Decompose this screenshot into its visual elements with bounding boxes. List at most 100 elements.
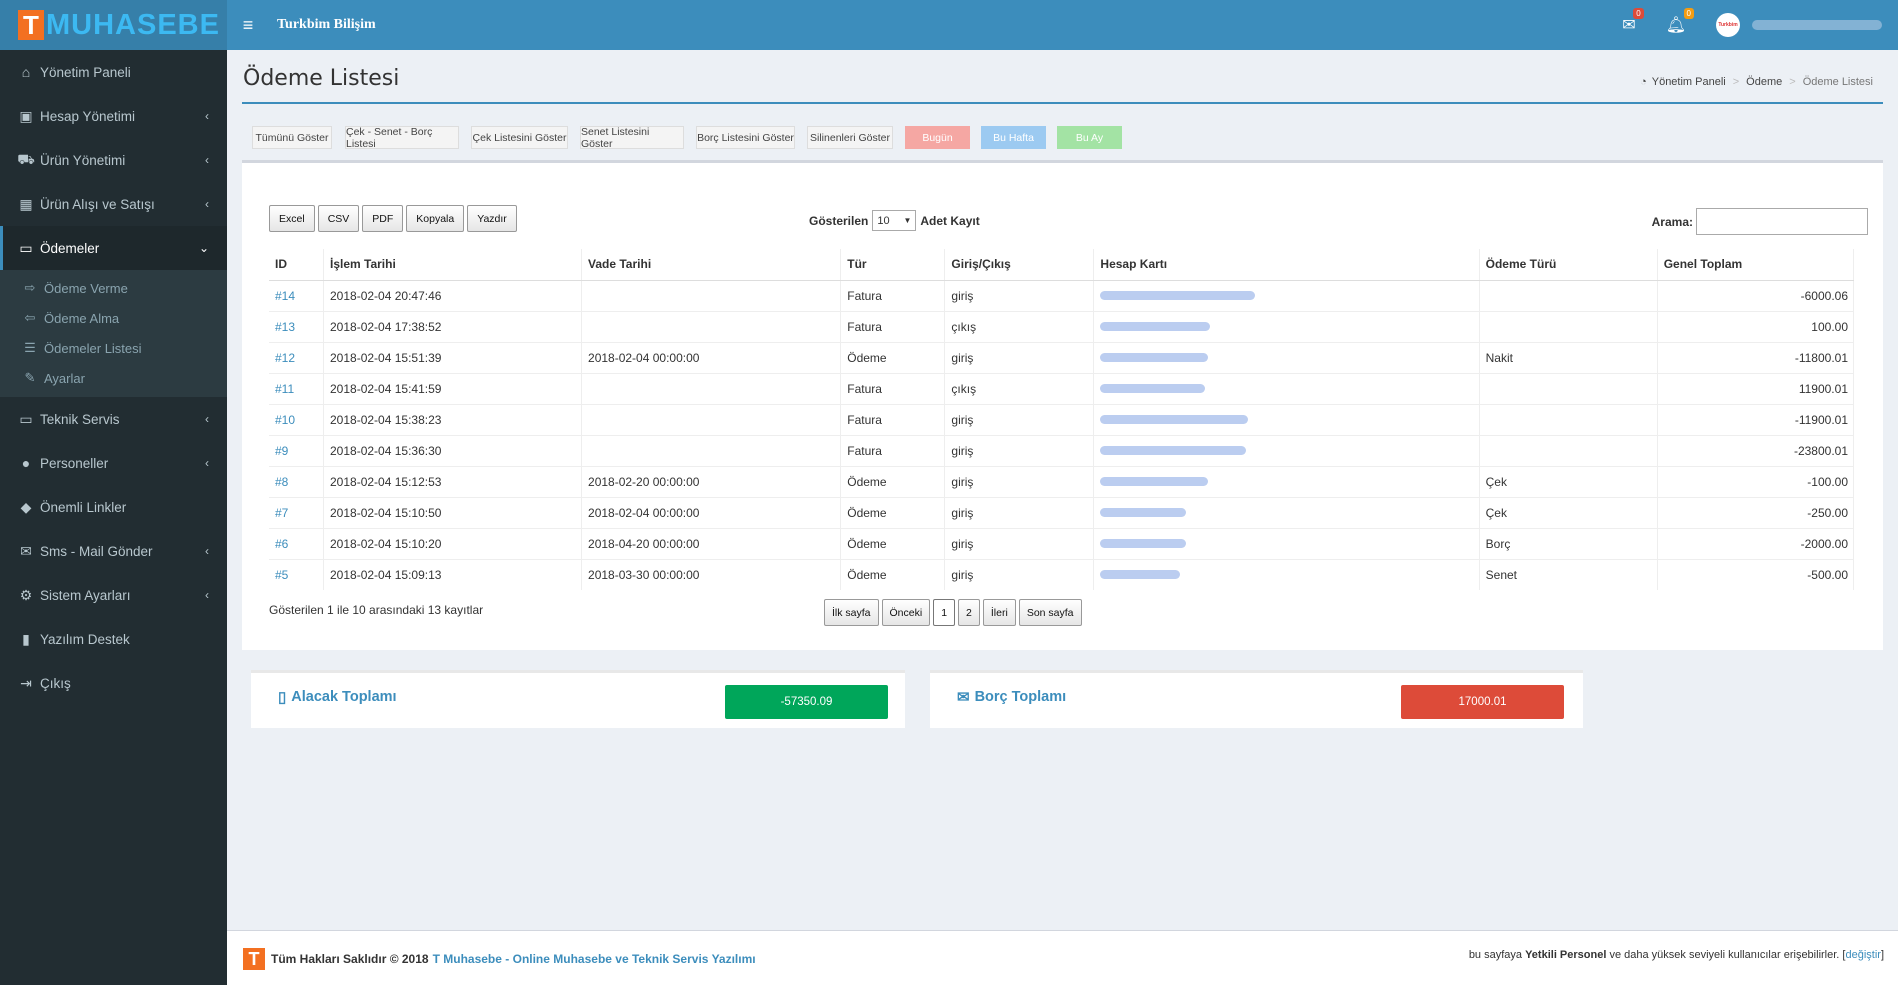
column-header[interactable]: Tür bbox=[840, 249, 946, 281]
prev-page-button[interactable]: Önceki bbox=[881, 599, 931, 626]
table-row[interactable]: #5 2018-02-04 15:09:13 2018-03-30 00:00:00… bbox=[269, 558, 1855, 590]
breadcrumb-home[interactable]: Yönetim Paneli bbox=[1651, 76, 1726, 88]
genel-toplam-cell: -250.00 bbox=[1657, 496, 1855, 528]
csv-button[interactable]: CSV bbox=[317, 205, 360, 232]
filter-all-button[interactable]: Tümünü Göster bbox=[252, 126, 332, 149]
hamburger-menu-icon[interactable]: ≡ bbox=[242, 14, 254, 35]
first-page-button[interactable]: İlk sayfa bbox=[824, 599, 879, 626]
submenu-label: Ödeme Verme bbox=[44, 280, 128, 296]
vade-tarihi-cell: 2018-02-20 00:00:00 bbox=[581, 465, 842, 497]
pdf-button[interactable]: PDF bbox=[362, 205, 404, 232]
row-id-link[interactable]: #5 bbox=[275, 567, 289, 582]
column-header[interactable]: Hesap Kartı bbox=[1093, 249, 1480, 281]
tur-cell: Ödeme bbox=[840, 465, 946, 497]
filter-cek-senet-borc-button[interactable]: Çek - Senet - Borç Listesi bbox=[345, 126, 459, 150]
sidebar-item-9[interactable]: ⚙ Sistem Ayarları ‹ bbox=[0, 573, 227, 617]
length-select[interactable]: 10 ▼ bbox=[872, 210, 917, 231]
breadcrumb-mid[interactable]: Ödeme bbox=[1746, 76, 1783, 88]
filter-today-button[interactable]: Bugün bbox=[905, 126, 970, 149]
tur-cell: Ödeme bbox=[840, 341, 946, 373]
copy-button[interactable]: Kopyala bbox=[406, 205, 465, 232]
odeme-turu-cell: Borç bbox=[1479, 527, 1658, 559]
page-1-button[interactable]: 1 bbox=[933, 599, 956, 626]
length-value: 10 bbox=[877, 214, 890, 227]
sidebar-item-7[interactable]: ◆ Önemli Linkler bbox=[0, 485, 227, 529]
column-header[interactable]: ID bbox=[269, 249, 324, 281]
filter-senet-button[interactable]: Senet Listesini Göster bbox=[580, 126, 684, 150]
islem-tarihi-cell: 2018-02-04 15:12:53 bbox=[323, 465, 583, 497]
sidebar-item-6[interactable]: ● Personeller ‹ bbox=[0, 441, 227, 485]
row-id-link[interactable]: #12 bbox=[275, 350, 296, 365]
table-row[interactable]: #7 2018-02-04 15:10:50 2018-02-04 00:00:00… bbox=[269, 496, 1855, 528]
table-row[interactable]: #12 2018-02-04 15:51:39 2018-02-04 00:00:0… bbox=[269, 341, 1855, 373]
row-id-link[interactable]: #9 bbox=[275, 443, 289, 458]
sidebar-item-1[interactable]: ▣ Hesap Yönetimi ‹ bbox=[0, 94, 227, 138]
table-row[interactable]: #9 2018-02-04 15:36:30 Fatura giriş -23800.0… bbox=[269, 434, 1855, 466]
odeme-turu-cell bbox=[1479, 403, 1658, 435]
sidebar-item-3[interactable]: ▦ Ürün Alışı ve Satışı ‹ bbox=[0, 182, 227, 226]
user-name-blurred[interactable] bbox=[1752, 20, 1882, 30]
filter-cek-button[interactable]: Çek Listesini Göster bbox=[471, 126, 568, 149]
odeme-turu-cell: Çek bbox=[1479, 465, 1658, 497]
submenu-label: Ödemeler Listesi bbox=[44, 340, 142, 356]
column-header[interactable]: Giriş/Çıkış bbox=[944, 249, 1095, 281]
search-input[interactable] bbox=[1696, 208, 1868, 235]
row-id-link[interactable]: #10 bbox=[275, 412, 296, 427]
filter-deleted-button[interactable]: Silinenleri Göster bbox=[807, 126, 893, 149]
sidebar-item-11[interactable]: ⇥ Çıkış bbox=[0, 661, 227, 705]
id-cell: #10 bbox=[269, 403, 324, 435]
column-header[interactable]: İşlem Tarihi bbox=[323, 249, 583, 281]
giris-cikis-cell: çıkış bbox=[944, 372, 1095, 404]
row-id-link[interactable]: #11 bbox=[275, 381, 295, 396]
table-row[interactable]: #11 2018-02-04 15:41:59 Fatura çıkış 11900.0… bbox=[269, 372, 1855, 404]
giris-cikis-cell: giriş bbox=[944, 434, 1095, 466]
sidebar-item-8[interactable]: ✉ Sms - Mail Gönder ‹ bbox=[0, 529, 227, 573]
filter-borc-button[interactable]: Borç Listesini Göster bbox=[696, 126, 795, 149]
column-header[interactable]: Ödeme Türü bbox=[1479, 249, 1658, 281]
table-row[interactable]: #10 2018-02-04 15:38:23 Fatura giriş -11900.… bbox=[269, 403, 1855, 435]
table-row[interactable]: #13 2018-02-04 17:38:52 Fatura çıkış 100.00 bbox=[269, 310, 1855, 342]
footer-link[interactable]: T Muhasebe - Online Muhasebe ve Teknik S… bbox=[432, 952, 756, 966]
row-id-link[interactable]: #14 bbox=[275, 288, 296, 303]
grid-icon: ▦ bbox=[19, 195, 33, 212]
filter-this-week-button[interactable]: Bu Hafta bbox=[981, 126, 1046, 149]
sidebar-item-10[interactable]: ▮ Yazılım Destek bbox=[0, 617, 227, 661]
content: Ödeme Listesi ◔ Yönetim Paneli > Ödeme >… bbox=[227, 50, 1898, 930]
print-button[interactable]: Yazdır bbox=[467, 205, 517, 232]
mail-icon[interactable]: ✉ 0 bbox=[1622, 8, 1644, 35]
row-id-link[interactable]: #7 bbox=[275, 505, 289, 520]
last-page-button[interactable]: Son sayfa bbox=[1018, 599, 1082, 626]
row-id-link[interactable]: #8 bbox=[275, 474, 289, 489]
table-row[interactable]: #6 2018-02-04 15:10:20 2018-04-20 00:00:00… bbox=[269, 527, 1855, 559]
vade-tarihi-cell bbox=[581, 310, 842, 342]
bell-icon[interactable]: 🔔︎ 0 bbox=[1666, 8, 1694, 35]
submenu-item-2[interactable]: ☰ Ödemeler Listesi bbox=[0, 333, 227, 363]
row-id-link[interactable]: #6 bbox=[275, 536, 289, 551]
submenu-item-3[interactable]: ✎ Ayarlar bbox=[0, 363, 227, 393]
change-link[interactable]: değiştir bbox=[1845, 949, 1881, 961]
row-id-link[interactable]: #13 bbox=[275, 319, 296, 334]
filter-this-month-button[interactable]: Bu Ay bbox=[1057, 126, 1122, 149]
genel-toplam-cell: -11800.01 bbox=[1657, 341, 1855, 373]
excel-button[interactable]: Excel bbox=[269, 205, 315, 232]
genel-toplam-cell: 11900.01 bbox=[1657, 372, 1855, 404]
sidebar-item-5[interactable]: ▭ Teknik Servis ‹ bbox=[0, 397, 227, 441]
next-page-button[interactable]: İleri bbox=[982, 599, 1016, 626]
table-row[interactable]: #8 2018-02-04 15:12:53 2018-02-20 00:00:00… bbox=[269, 465, 1855, 497]
page-2-button[interactable]: 2 bbox=[958, 599, 980, 626]
column-header[interactable]: Genel Toplam bbox=[1657, 249, 1855, 281]
avatar[interactable]: Turkbim bbox=[1716, 13, 1740, 37]
blurred-account-name bbox=[1100, 290, 1256, 300]
column-header[interactable]: Vade Tarihi bbox=[581, 249, 842, 281]
table-row[interactable]: #14 2018-02-04 20:47:46 Fatura giriş -6000.0… bbox=[269, 279, 1855, 311]
app-logo[interactable]: T MUHASEBE bbox=[0, 0, 227, 50]
sidebar-item-0[interactable]: ⌂ Yönetim Paneli bbox=[0, 50, 227, 94]
sidebar-item-4[interactable]: ▭ Ödemeler ⌄ bbox=[0, 226, 227, 270]
submenu-item-1[interactable]: ⇦ Ödeme Alma bbox=[0, 303, 227, 333]
sidebar: T MUHASEBE ⌂ Yönetim Paneli ▣ Hesap Yönetim… bbox=[0, 0, 227, 985]
breadcrumb: ◔ Yönetim Paneli > Ödeme > Ödeme Listesi bbox=[1640, 76, 1873, 88]
sidebar-item-label: Sistem Ayarları bbox=[40, 587, 131, 603]
sidebar-item-2[interactable]: ⛟ Ürün Yönetimi ‹ bbox=[0, 138, 227, 182]
id-cell: #13 bbox=[269, 310, 324, 342]
submenu-item-0[interactable]: ⇨ Ödeme Verme bbox=[0, 273, 227, 303]
